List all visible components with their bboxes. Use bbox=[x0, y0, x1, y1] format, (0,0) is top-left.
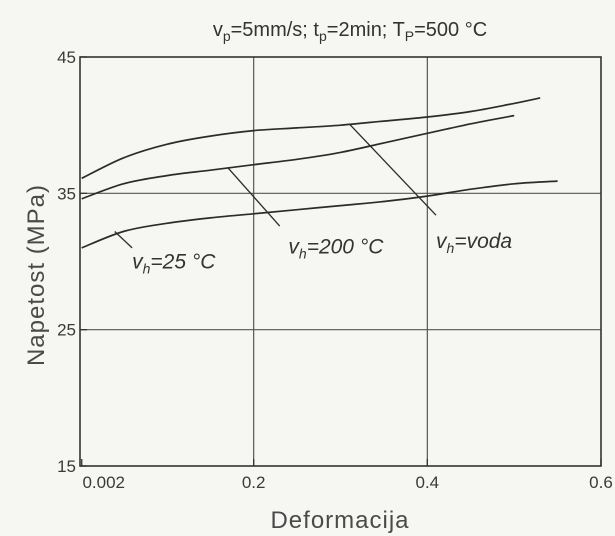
y-tick-label-0: 15 bbox=[57, 457, 76, 476]
series-line-0 bbox=[81, 97, 541, 180]
series-group bbox=[81, 97, 558, 249]
x-axis-title: Deformacija bbox=[270, 507, 409, 534]
x-tick-label-1: 0.2 bbox=[242, 473, 266, 492]
annotation-leader-0 bbox=[114, 231, 133, 249]
annotation-leader-2 bbox=[348, 123, 437, 216]
axes bbox=[79, 56, 602, 467]
grid bbox=[80, 57, 601, 466]
annotations: vh=25 °C vh=200 °C vh=voda bbox=[114, 123, 512, 276]
annotation-label-1: vh=200 °C bbox=[288, 235, 384, 261]
x-tick-label-0: 0.002 bbox=[82, 473, 125, 492]
chart-title: vp=5mm/s; tp=2min; TP=500 °C bbox=[213, 19, 487, 44]
series-line-1 bbox=[81, 114, 515, 200]
tick-labels: 0.002 0.2 0.4 0.6 15 25 35 45 bbox=[57, 48, 613, 492]
series-line-2 bbox=[81, 180, 558, 249]
y-axis-title: Napetost (MPa) bbox=[23, 184, 50, 366]
x-tick-label-3: 0.6 bbox=[589, 473, 613, 492]
x-tick-label-2: 0.4 bbox=[416, 473, 440, 492]
annotation-leader-1 bbox=[227, 166, 281, 227]
plot-frame bbox=[79, 56, 602, 467]
y-tick-label-3: 45 bbox=[57, 48, 76, 67]
annotation-label-0: vh=25 °C bbox=[132, 250, 216, 276]
y-tick-label-2: 35 bbox=[57, 184, 76, 203]
annotation-label-2: vh=voda bbox=[436, 230, 512, 256]
y-tick-label-1: 25 bbox=[57, 321, 76, 340]
